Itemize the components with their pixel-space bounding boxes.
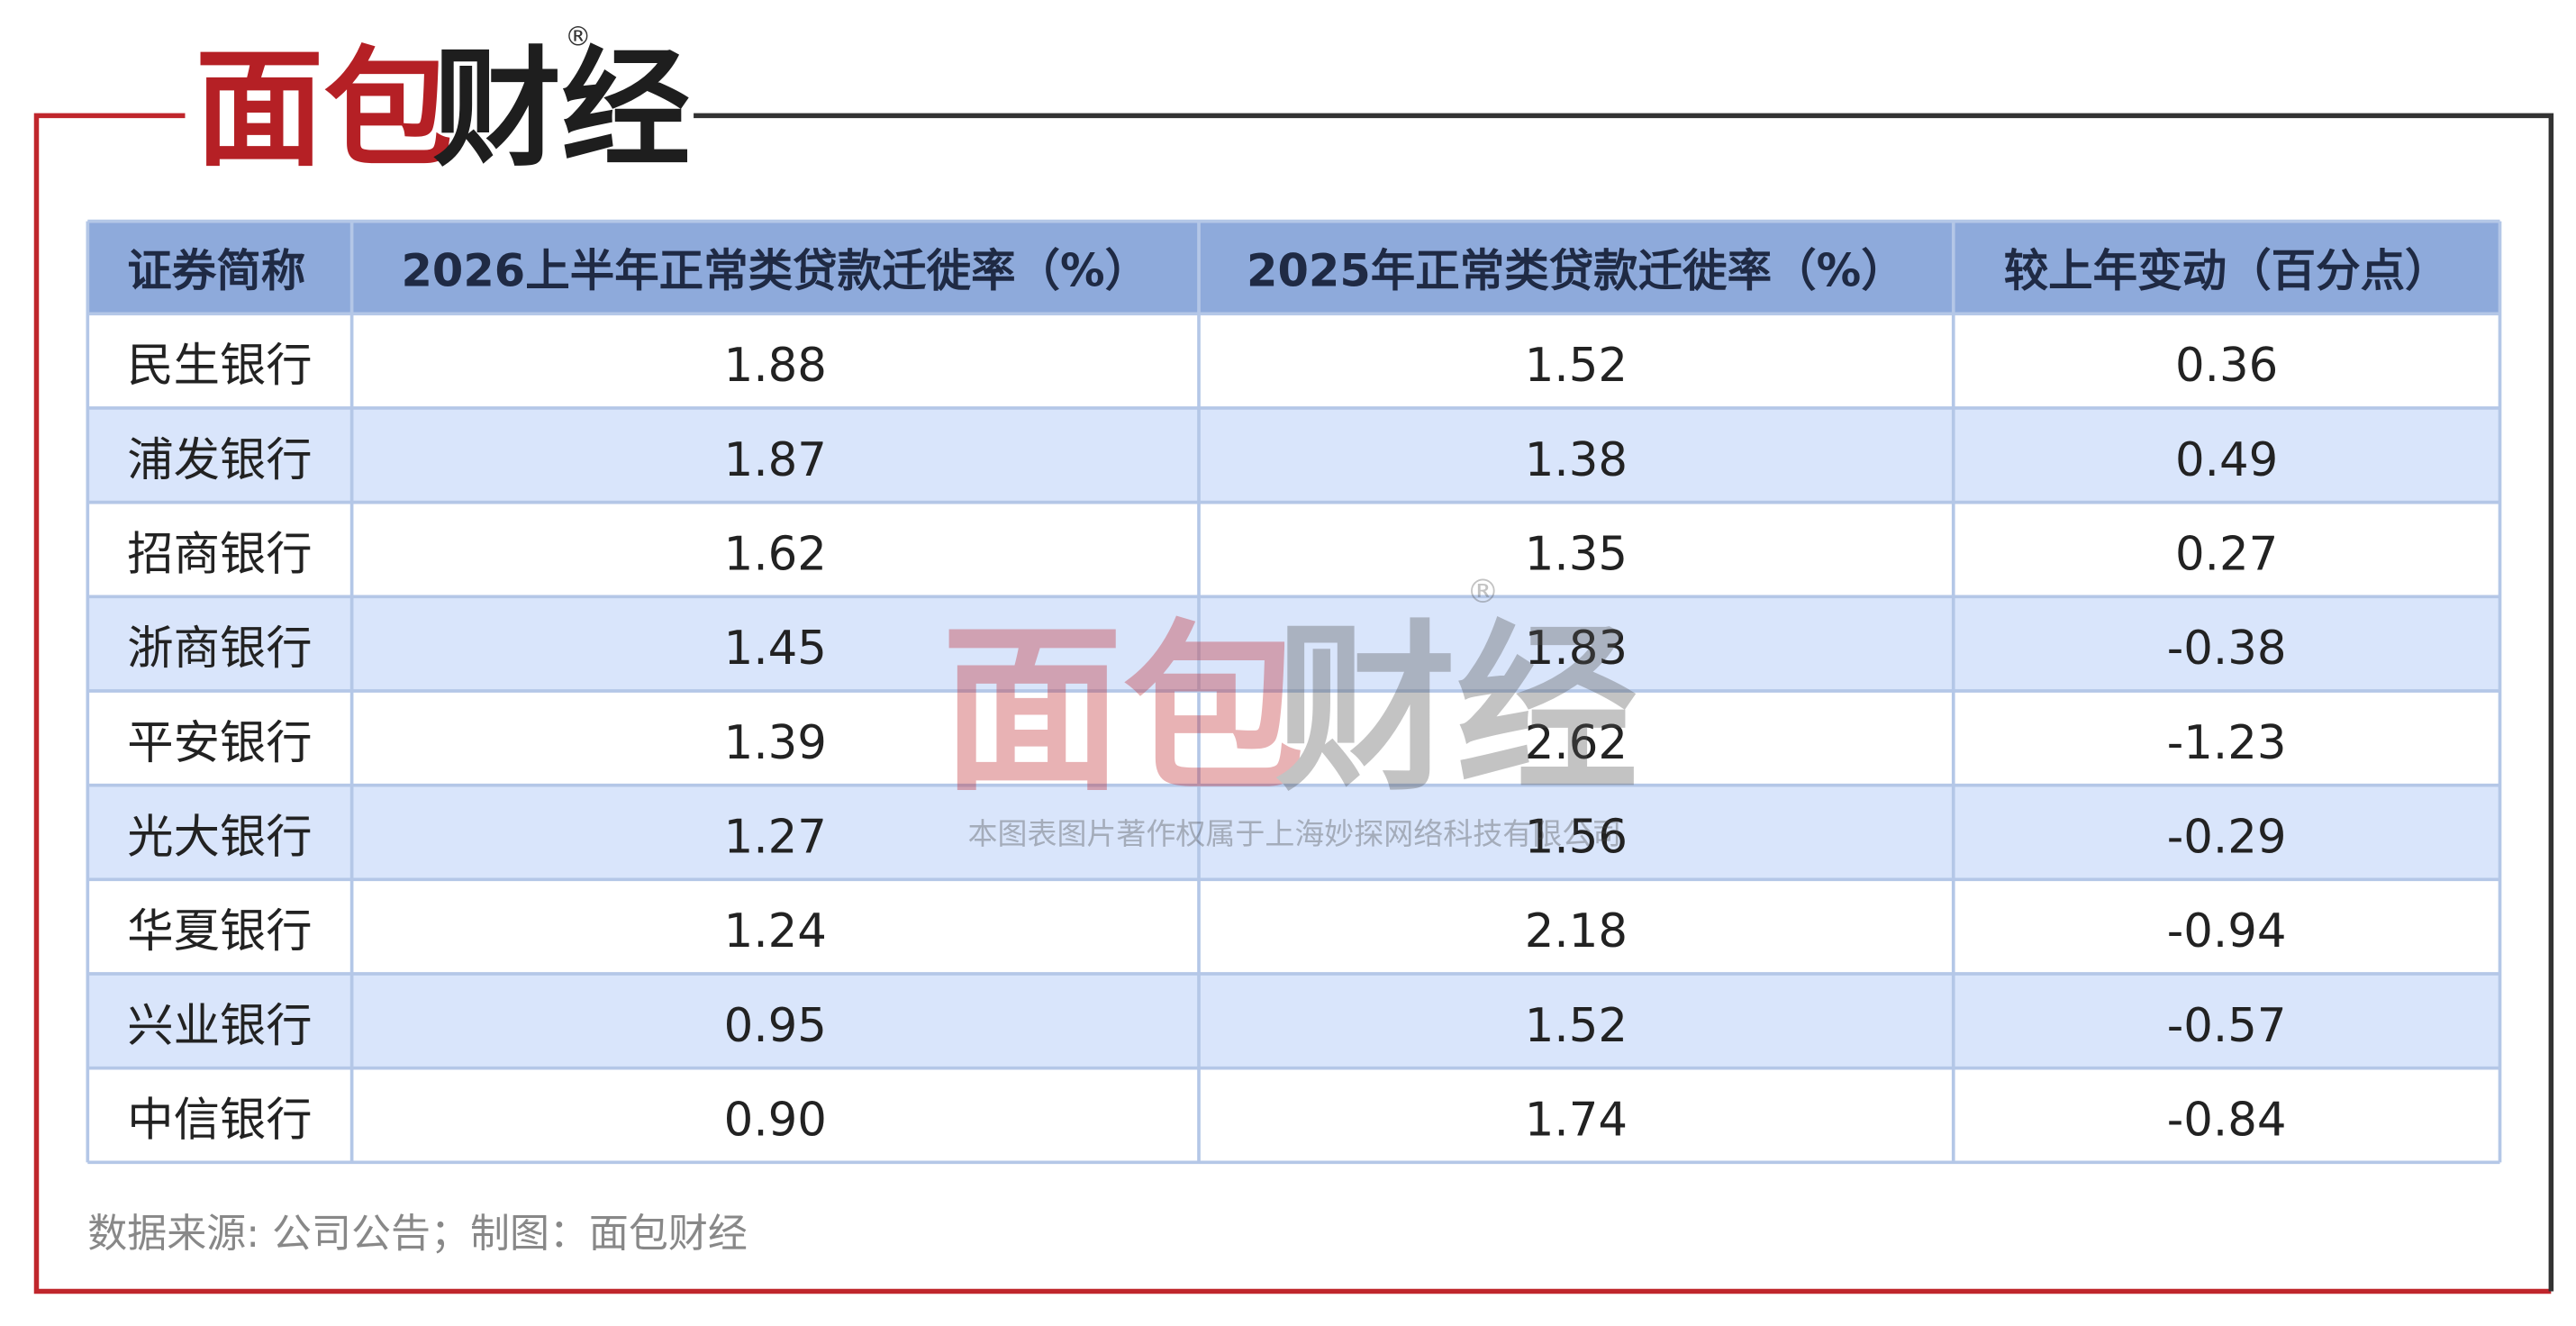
header-cell: 2026上半年正常类贷款迁徙率（%）: [402, 245, 1150, 297]
bank-name: 兴业银行: [127, 999, 312, 1053]
watermark-note: 本图表图片著作权属于上海妙探网络科技有限公司: [968, 816, 1622, 851]
table: 证券简称 2026上半年正常类贷款迁徙率（%） 2025年正常类贷款迁徙率（%） 较上…: [86, 219, 2502, 1165]
watermark-mark: ®: [1466, 572, 1500, 611]
cell-value: 1.83: [1525, 622, 1628, 676]
logo-red: 面包: [195, 33, 452, 184]
frame-dark: [694, 113, 2554, 1292]
bank-name: 中信银行: [127, 1094, 312, 1148]
watermark-dark: 财经: [1274, 604, 1637, 816]
logo-mark: ®: [565, 21, 591, 51]
row-bg: [87, 690, 2500, 786]
bank-name: 浙商银行: [127, 622, 312, 676]
cell-value: -0.38: [2167, 622, 2287, 676]
watermark-red: 面包: [941, 604, 1304, 816]
cell-value: 2.18: [1525, 904, 1628, 958]
bank-name: 招商银行: [127, 527, 312, 581]
cell-value: -0.57: [2167, 999, 2287, 1053]
watermark: 面包 财经 ® 本图表图片著作权属于上海妙探网络科技有限公司: [941, 572, 1638, 851]
header-cell: 证券简称: [127, 245, 305, 297]
logo-dark: 财经: [432, 33, 690, 184]
bank-name: 浦发银行: [127, 433, 312, 487]
cell-value: 1.87: [724, 433, 827, 487]
row-bg: [87, 407, 2500, 503]
cell-value: 1.62: [724, 527, 827, 581]
cell-value: 0.90: [724, 1094, 827, 1148]
cell-value: 1.56: [1525, 810, 1628, 864]
bank-name: 民生银行: [127, 339, 312, 393]
row-bg: [87, 1067, 2500, 1163]
cell-value: 1.38: [1525, 433, 1628, 487]
cell-value: -0.29: [2167, 810, 2287, 864]
cell-value: 1.88: [724, 339, 827, 393]
cell-value: -0.84: [2167, 1094, 2287, 1148]
cell-value: 1.39: [724, 716, 827, 770]
row-bg: [87, 313, 2500, 408]
cell-value: 1.52: [1525, 999, 1628, 1053]
row-bg: [87, 785, 2500, 880]
bank-name: 平安银行: [127, 716, 312, 770]
cell-value: 2.62: [1525, 716, 1628, 770]
logo: 面包 财经 ®: [195, 21, 690, 184]
bank-name: 华夏银行: [127, 904, 312, 958]
cell-value: 0.27: [2175, 527, 2278, 581]
row-bg: [87, 973, 2500, 1068]
cell-value: 1.35: [1525, 527, 1628, 581]
cell-value: 1.45: [724, 622, 827, 676]
header-cell: 2025年正常类贷款迁徙率（%）: [1247, 245, 1906, 297]
cell-value: 1.27: [724, 810, 827, 864]
cell-value: 1.52: [1525, 339, 1628, 393]
cell-value: 1.74: [1525, 1094, 1628, 1148]
cell-value: 0.49: [2175, 433, 2278, 487]
row-bg: [87, 502, 2500, 597]
cell-value: -0.94: [2167, 904, 2287, 958]
header-cell: 较上年变动（百分点）: [2004, 245, 2450, 297]
cell-value: -1.23: [2167, 716, 2287, 770]
cell-value: 0.95: [724, 999, 827, 1053]
row-bg: [87, 879, 2500, 974]
row-bg: [87, 596, 2500, 691]
cell-value: 0.36: [2175, 339, 2278, 393]
bank-name: 光大银行: [127, 810, 312, 864]
frame-red: [33, 113, 2552, 1294]
header-bg: [87, 221, 2500, 314]
cell-value: 1.24: [724, 904, 827, 958]
source: 数据来源: 公司公告；制图：面包财经: [87, 1211, 748, 1257]
